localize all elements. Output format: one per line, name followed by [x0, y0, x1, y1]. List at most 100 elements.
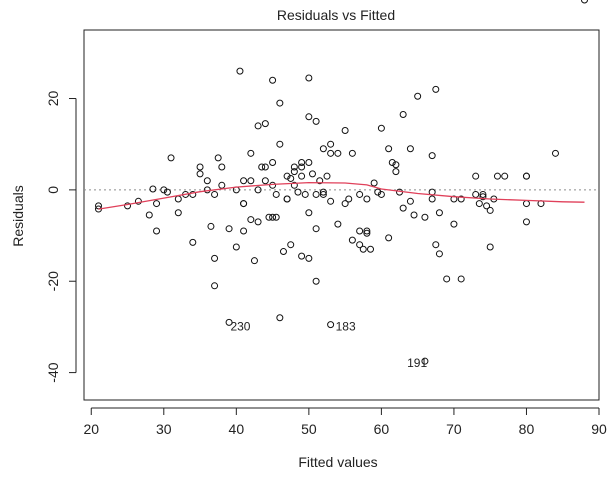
- data-point: [211, 254, 219, 262]
- data-point: [153, 200, 161, 208]
- data-point: [167, 154, 175, 162]
- data-point: [450, 195, 458, 203]
- data-points: [95, 0, 588, 365]
- data-point: [290, 168, 298, 176]
- outlier-labels: 230 183 191: [230, 320, 427, 371]
- data-point: [356, 227, 364, 235]
- data-point: [261, 177, 269, 185]
- data-point: [250, 257, 258, 265]
- data-point: [385, 234, 393, 242]
- data-point: [301, 190, 309, 198]
- data-point: [472, 172, 480, 180]
- x-tick-label: 80: [519, 421, 535, 437]
- data-point: [134, 197, 142, 205]
- data-point: [269, 158, 277, 166]
- data-point: [359, 245, 367, 253]
- data-point: [272, 190, 280, 198]
- data-point: [428, 195, 436, 203]
- data-point: [327, 149, 335, 157]
- data-point: [247, 216, 255, 224]
- data-point: [450, 220, 458, 228]
- data-point: [211, 282, 219, 290]
- data-point: [305, 158, 313, 166]
- data-point: [153, 227, 161, 235]
- data-point: [421, 357, 429, 365]
- data-point: [348, 236, 356, 244]
- data-point: [370, 179, 378, 187]
- data-point: [472, 190, 480, 198]
- data-point: [363, 195, 371, 203]
- data-point: [348, 149, 356, 157]
- data-point: [341, 126, 349, 134]
- data-point: [247, 149, 255, 157]
- data-point: [410, 211, 418, 219]
- data-point: [305, 74, 313, 82]
- data-point: [298, 158, 306, 166]
- data-point: [377, 190, 385, 198]
- data-point: [298, 172, 306, 180]
- data-point: [145, 211, 153, 219]
- data-point: [479, 190, 487, 198]
- data-point: [327, 140, 335, 148]
- data-point: [240, 177, 248, 185]
- data-point: [232, 243, 240, 251]
- data-point: [254, 218, 262, 226]
- data-point: [298, 163, 306, 171]
- data-point: [290, 181, 298, 189]
- data-point: [254, 122, 262, 130]
- data-point: [312, 225, 320, 233]
- data-point: [551, 149, 559, 157]
- data-point: [580, 0, 588, 4]
- chart-title: Residuals vs Fitted: [277, 7, 395, 23]
- data-point: [392, 168, 400, 176]
- data-point: [269, 213, 277, 221]
- data-point: [341, 200, 349, 208]
- data-point: [207, 222, 215, 230]
- data-point: [406, 145, 414, 153]
- data-point: [196, 163, 204, 171]
- plot-frame: [83, 29, 600, 401]
- data-point: [334, 220, 342, 228]
- data-point: [428, 152, 436, 160]
- data-point: [356, 190, 364, 198]
- data-point: [457, 275, 465, 283]
- x-axis: 20 30 40 50 60 70 80 90: [83, 407, 607, 437]
- x-axis-label: Fitted values: [298, 454, 377, 470]
- data-point: [312, 117, 320, 125]
- data-point: [160, 186, 168, 194]
- data-point: [432, 85, 440, 93]
- data-point: [261, 120, 269, 128]
- data-point: [261, 163, 269, 171]
- data-point: [298, 252, 306, 260]
- data-point: [149, 185, 157, 193]
- y-tick-label: -20: [45, 271, 61, 291]
- data-point: [457, 195, 465, 203]
- data-point: [483, 202, 491, 210]
- data-point: [522, 218, 530, 226]
- data-point: [305, 113, 313, 121]
- data-point: [367, 245, 375, 253]
- data-point: [258, 163, 266, 171]
- data-point: [276, 99, 284, 107]
- data-point: [479, 193, 487, 201]
- data-point: [406, 197, 414, 205]
- data-point: [312, 277, 320, 285]
- data-point: [276, 140, 284, 148]
- data-point: [254, 186, 262, 194]
- data-point: [305, 254, 313, 262]
- data-point: [432, 241, 440, 249]
- data-point: [435, 250, 443, 258]
- point-label-191: 191: [407, 356, 427, 370]
- data-point: [345, 195, 353, 203]
- data-point: [305, 209, 313, 217]
- data-point: [203, 177, 211, 185]
- data-point: [290, 163, 298, 171]
- data-point: [279, 248, 287, 256]
- y-tick-label: 0: [45, 186, 61, 194]
- data-point: [356, 241, 364, 249]
- data-point: [522, 200, 530, 208]
- data-point: [287, 241, 295, 249]
- data-point: [240, 227, 248, 235]
- y-axis-label: Residuals: [10, 185, 26, 246]
- data-point: [421, 213, 429, 221]
